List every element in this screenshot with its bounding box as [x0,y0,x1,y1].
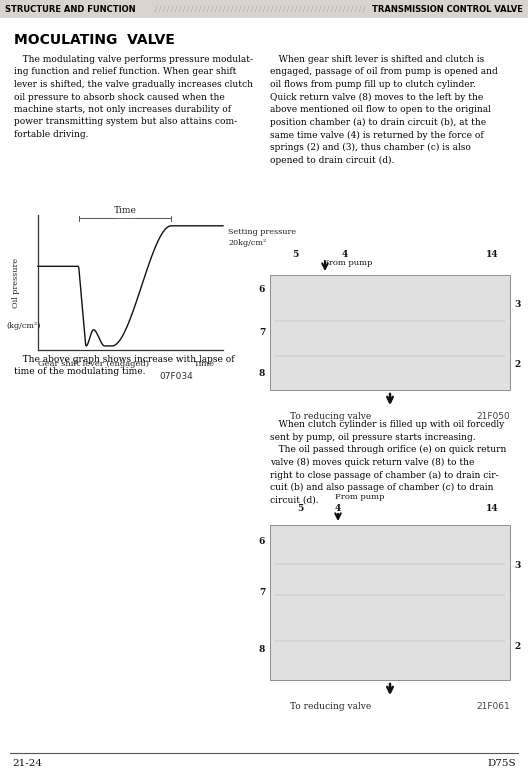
Text: 8: 8 [259,645,265,654]
Text: 6: 6 [259,536,265,546]
Text: TRANSMISSION CONTROL VALVE: TRANSMISSION CONTROL VALVE [372,5,523,13]
Text: MOCULATING  VALVE: MOCULATING VALVE [14,33,175,47]
Text: 4: 4 [342,250,348,259]
Text: Gear shift lever (engaged): Gear shift lever (engaged) [38,360,149,368]
Text: 21F050: 21F050 [476,412,510,421]
Text: D75S: D75S [487,759,516,768]
Text: Setting pressure
20kg/cm²: Setting pressure 20kg/cm² [228,229,296,246]
Text: 6: 6 [259,285,265,294]
Text: 7: 7 [259,328,265,337]
Text: STRUCTURE AND FUNCTION: STRUCTURE AND FUNCTION [5,5,136,13]
Bar [0,0,528,18]
Text: The above graph shows increase with lapse of
time of the modulating time.: The above graph shows increase with laps… [14,355,234,377]
Text: 7: 7 [259,587,265,597]
Bar [270,525,510,680]
Text: When gear shift lever is shifted and clutch is
engaged, passage of oil from pump: When gear shift lever is shifted and clu… [270,55,498,165]
Text: 21-24: 21-24 [12,759,42,768]
Text: 2: 2 [514,360,520,369]
Text: From pump: From pump [323,259,372,267]
Text: 14: 14 [486,250,498,259]
Text: 3: 3 [514,300,521,309]
Text: 3: 3 [514,561,521,570]
Text: (kg/cm²): (kg/cm²) [7,322,41,329]
Text: 2: 2 [514,642,520,651]
Text: To reducing valve: To reducing valve [290,412,371,421]
Text: 14: 14 [486,504,498,513]
Text: 5: 5 [292,250,298,259]
Text: 5: 5 [297,504,303,513]
Text: 21F061: 21F061 [476,702,510,711]
Text: 8: 8 [259,369,265,378]
Text: Oil pressure: Oil pressure [12,257,20,308]
Text: 07F034: 07F034 [160,372,194,381]
Text: To reducing valve: To reducing valve [290,702,371,711]
Text: The modulating valve performs pressure modulat-
ing function and relief function: The modulating valve performs pressure m… [14,55,253,139]
Text: When clutch cylinder is filled up with oil forcedly
sent by pump, oil pressure s: When clutch cylinder is filled up with o… [270,420,506,505]
Bar [270,275,510,390]
Text: Time: Time [194,360,215,368]
Text: Time: Time [114,206,136,215]
Text: 4: 4 [335,504,341,513]
Text: From pump: From pump [335,493,385,501]
